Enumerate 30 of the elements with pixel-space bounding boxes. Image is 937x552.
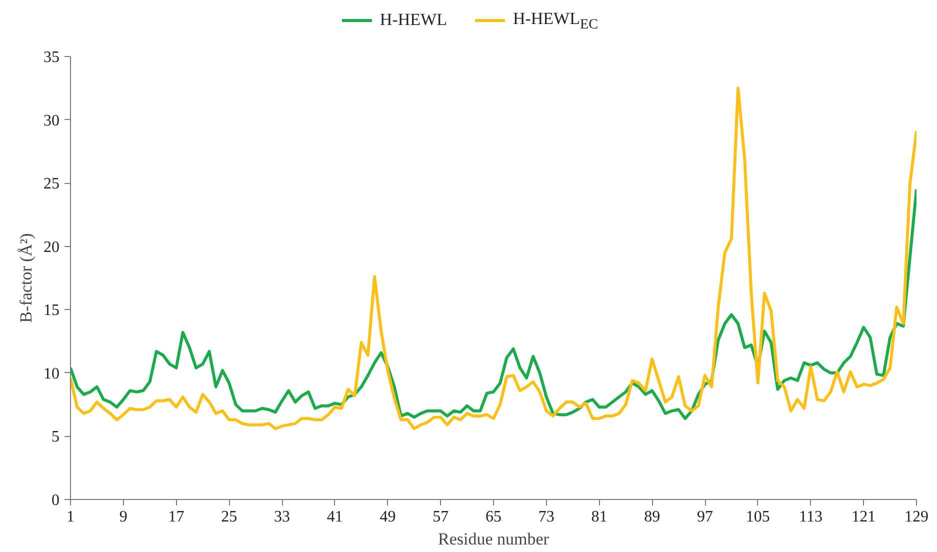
x-tick-label: 57 xyxy=(432,508,449,526)
y-tick-label: 15 xyxy=(44,302,60,320)
x-tick-label: 49 xyxy=(380,508,396,526)
x-tick-label: 73 xyxy=(538,508,554,526)
y-tick-label: 0 xyxy=(52,492,60,509)
y-tick-label: 10 xyxy=(44,365,60,382)
x-tick-label: 17 xyxy=(168,508,184,526)
x-tick-label: 89 xyxy=(644,508,660,526)
x-tick-label: 113 xyxy=(799,508,822,526)
y-tick-label: 30 xyxy=(44,112,60,130)
x-tick-label: 81 xyxy=(591,508,608,526)
x-tick-label: 65 xyxy=(486,508,502,526)
x-tick-label: 105 xyxy=(746,508,770,526)
x-tick-label: 9 xyxy=(119,508,128,526)
y-tick-label: 25 xyxy=(44,176,60,193)
x-tick-label: 129 xyxy=(904,508,928,526)
x-tick-label: 97 xyxy=(697,508,713,526)
y-tick-label: 35 xyxy=(44,49,60,66)
legend-label: H-HEWL xyxy=(380,9,447,32)
y-tick-label: 20 xyxy=(44,238,60,256)
x-tick-label: 25 xyxy=(221,508,238,526)
line-series xyxy=(70,86,916,430)
x-axis-title: Residue number xyxy=(438,530,550,548)
x-tick-label: 41 xyxy=(326,508,343,526)
x-tick-label: 121 xyxy=(852,508,876,526)
x-tick-label: 33 xyxy=(274,508,290,526)
y-axis-title: B-factor (Å²) xyxy=(16,233,36,323)
y-tick-label: 5 xyxy=(52,428,60,446)
legend-label: H-HEWL$_{EC}$ xyxy=(512,8,598,34)
x-tick-label: 1 xyxy=(66,508,74,526)
